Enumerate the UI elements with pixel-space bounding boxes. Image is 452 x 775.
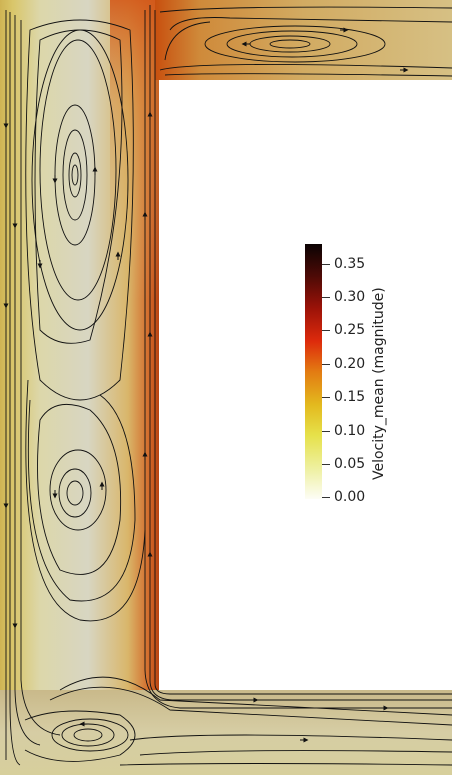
colorbar-labels: 0.35 0.30 0.25 0.20 0.15 0.10 0.05 0.00 — [304, 244, 424, 504]
colorbar-tick-label: 0.10 — [334, 423, 366, 439]
colorbar-tick-mark — [322, 297, 330, 298]
streamlines — [5, 5, 452, 766]
colorbar-tick-mark — [322, 397, 330, 398]
colorbar-gradient — [305, 244, 322, 499]
colorbar-tick-label: 0.35 — [334, 256, 366, 272]
colorbar-tick-mark — [322, 364, 330, 365]
left-channel-hot-region — [110, 0, 160, 300]
colorbar-tick-mark — [322, 464, 330, 465]
colorbar-tick-mark — [322, 330, 330, 331]
colorbar-title: Velocity_mean (magnitude) — [371, 287, 387, 480]
colorbar-tick-mark — [322, 497, 330, 498]
colorbar-tick-label: 0.30 — [334, 289, 366, 305]
colorbar-tick-label: 0.05 — [334, 456, 366, 472]
colorbar-tick-label: 0.25 — [334, 322, 366, 338]
colorbar-tick-label: 0.00 — [334, 489, 366, 505]
colorbar-tick-mark — [322, 431, 330, 432]
colorbar-tick-label: 0.15 — [334, 389, 366, 405]
colorbar-tick-label: 0.20 — [334, 356, 366, 372]
colorbar — [305, 244, 322, 499]
colorbar-tick-mark — [322, 264, 330, 265]
top-channel — [155, 0, 452, 80]
flow-arrows — [3, 27, 409, 743]
bottom-channel — [0, 690, 452, 775]
